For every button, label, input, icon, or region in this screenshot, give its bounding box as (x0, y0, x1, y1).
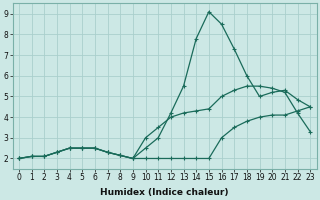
X-axis label: Humidex (Indice chaleur): Humidex (Indice chaleur) (100, 188, 229, 197)
